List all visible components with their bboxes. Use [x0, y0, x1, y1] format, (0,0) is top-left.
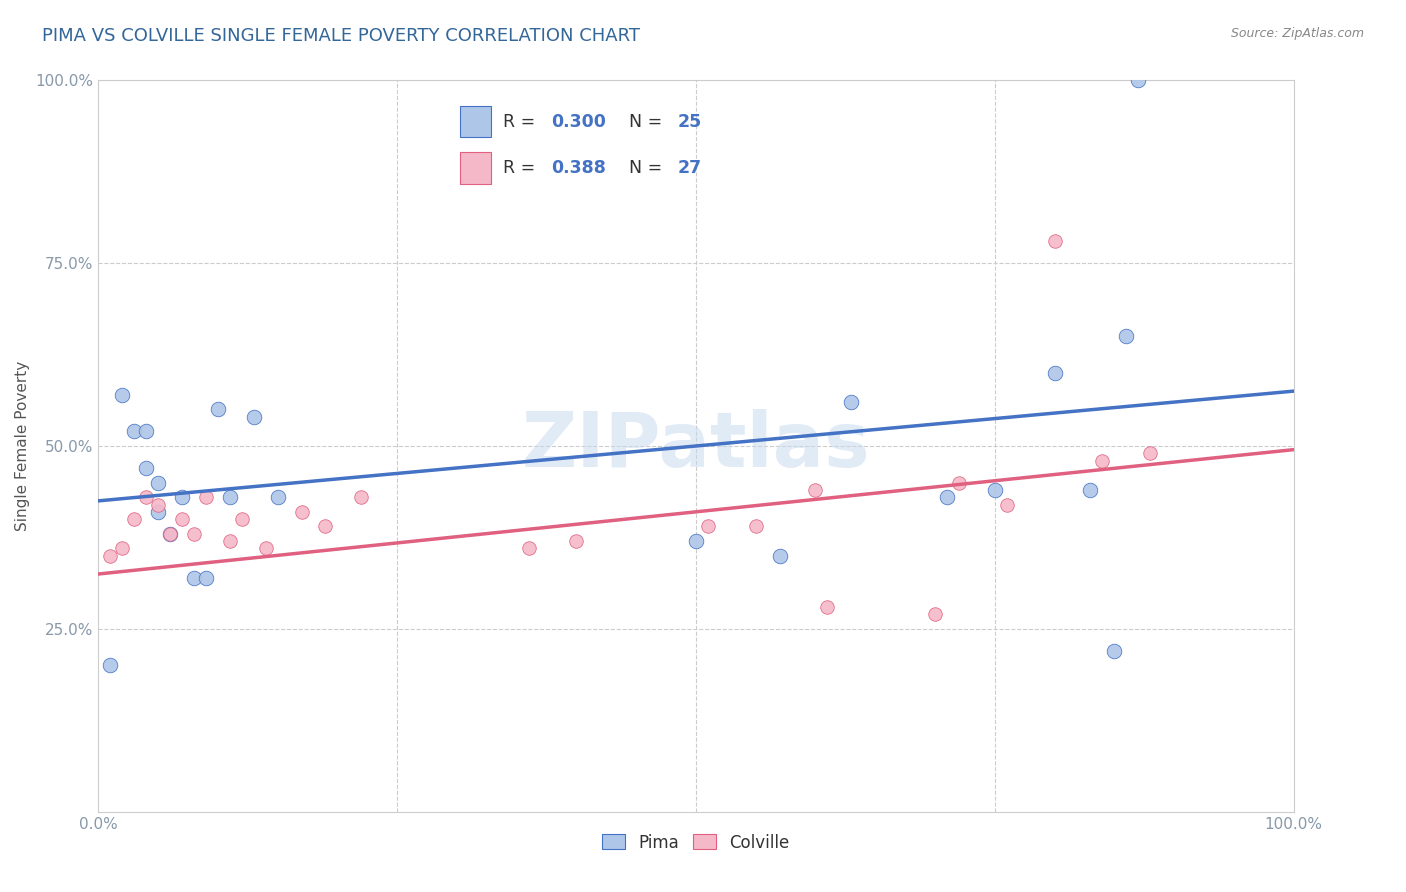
- Point: [1080, 483, 1102, 497]
- Point: [172, 490, 194, 504]
- Point: [172, 512, 194, 526]
- Point: [315, 519, 337, 533]
- Point: [745, 519, 768, 533]
- Point: [183, 526, 205, 541]
- Text: PIMA VS COLVILLE SINGLE FEMALE POVERTY CORRELATION CHART: PIMA VS COLVILLE SINGLE FEMALE POVERTY C…: [42, 27, 640, 45]
- Point: [111, 388, 134, 402]
- Point: [1043, 366, 1066, 380]
- Point: [948, 475, 970, 490]
- Point: [565, 534, 588, 549]
- Point: [148, 498, 170, 512]
- Point: [207, 402, 229, 417]
- Point: [195, 490, 218, 504]
- Point: [219, 534, 242, 549]
- Point: [159, 526, 181, 541]
- Point: [219, 490, 242, 504]
- Point: [1139, 446, 1161, 460]
- Point: [254, 541, 277, 556]
- Point: [98, 549, 122, 563]
- Point: [98, 658, 122, 673]
- Point: [183, 571, 205, 585]
- Point: [685, 534, 707, 549]
- Point: [1104, 644, 1126, 658]
- Point: [936, 490, 959, 504]
- Y-axis label: Single Female Poverty: Single Female Poverty: [15, 361, 30, 531]
- Point: [231, 512, 253, 526]
- Point: [517, 541, 540, 556]
- Point: [841, 395, 863, 409]
- Point: [135, 490, 157, 504]
- Point: [243, 409, 266, 424]
- Text: Source: ZipAtlas.com: Source: ZipAtlas.com: [1230, 27, 1364, 40]
- Point: [124, 425, 146, 439]
- Point: [1115, 329, 1137, 343]
- Point: [148, 475, 170, 490]
- Point: [291, 505, 314, 519]
- Point: [1043, 234, 1066, 248]
- Point: [267, 490, 290, 504]
- Text: ZIPatlas: ZIPatlas: [522, 409, 870, 483]
- Point: [815, 599, 838, 614]
- Point: [135, 461, 157, 475]
- Point: [148, 505, 170, 519]
- Point: [804, 483, 827, 497]
- Point: [135, 425, 157, 439]
- Point: [984, 483, 1007, 497]
- Point: [697, 519, 720, 533]
- Point: [195, 571, 218, 585]
- Legend: Pima, Colville: Pima, Colville: [596, 827, 796, 858]
- Point: [159, 526, 181, 541]
- Point: [1128, 73, 1150, 87]
- Point: [350, 490, 373, 504]
- Point: [768, 549, 790, 563]
- Point: [995, 498, 1018, 512]
- Point: [1091, 453, 1114, 467]
- Point: [924, 607, 946, 622]
- Point: [111, 541, 134, 556]
- Point: [124, 512, 146, 526]
